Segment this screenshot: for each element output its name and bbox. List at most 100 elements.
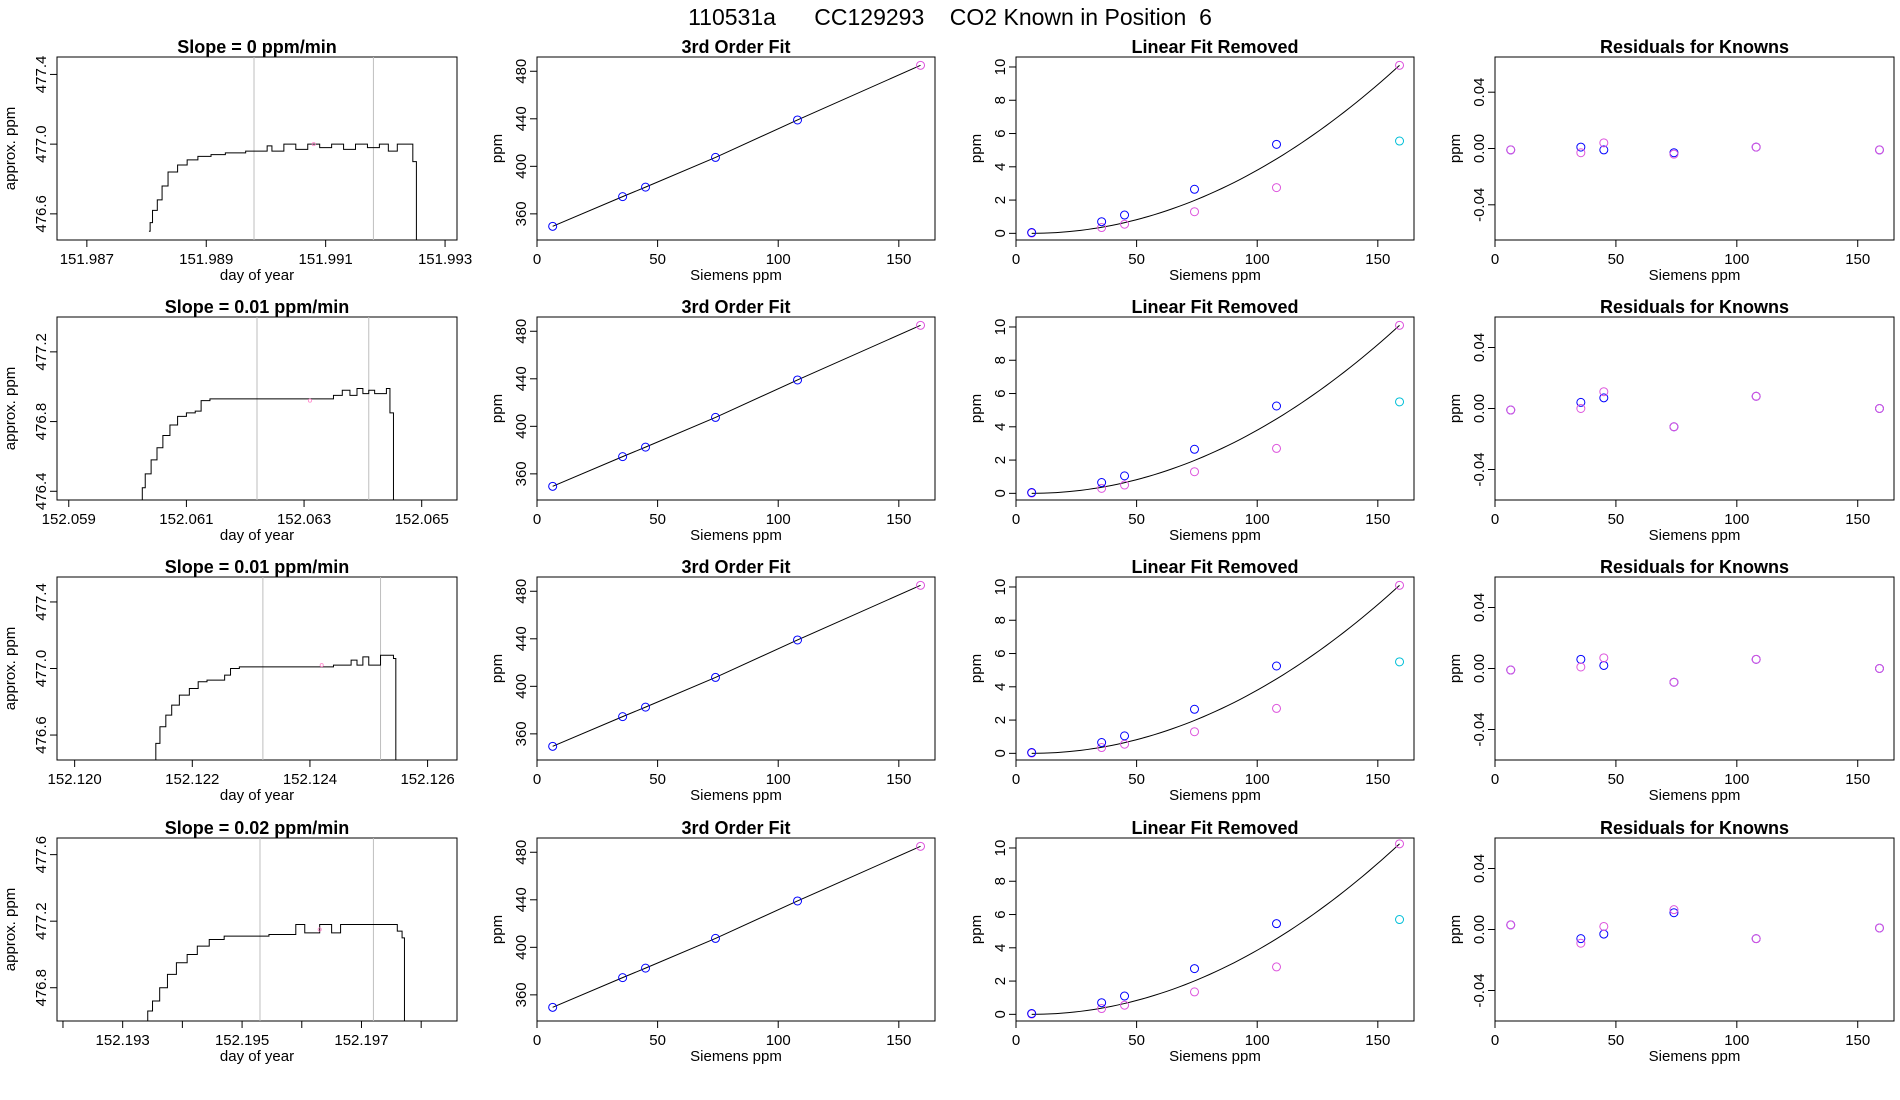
series-trace [145, 924, 405, 1021]
data-point [1272, 401, 1282, 411]
x-tick-label: 50 [649, 251, 666, 268]
data-point [1506, 920, 1516, 930]
x-tick-label: 0 [533, 511, 541, 528]
x-tick-label: 50 [1608, 1032, 1625, 1049]
plot-frame [1015, 576, 1415, 761]
data-point [1097, 738, 1107, 748]
data-point [916, 320, 926, 330]
data-point [1189, 727, 1199, 737]
series-trace [140, 387, 394, 500]
y-tick-label: 0.00 [1471, 394, 1488, 423]
data-point [1599, 138, 1609, 148]
data-point [618, 192, 628, 202]
x-tick-label: 152.193 [96, 1032, 150, 1049]
y-tick-label: 400 [513, 414, 530, 439]
x-tick-label: 150 [1365, 251, 1390, 268]
x-tick-label: 150 [1365, 511, 1390, 528]
y-tick-label: 2 [992, 977, 1009, 985]
x-tick-label: 50 [1128, 1032, 1145, 1049]
plot-frame [536, 837, 936, 1022]
x-tick-label: 100 [766, 251, 791, 268]
x-tick-label: 0 [533, 771, 541, 788]
data-point [1272, 919, 1282, 929]
x-tick-label: 100 [1245, 771, 1270, 788]
y-tick-label: 6 [992, 910, 1009, 918]
panel-title: 3rd Order Fit [681, 818, 790, 838]
data-point [1097, 483, 1107, 493]
panel-time-1: Slope = 0 ppm/min 151.987 151.989 151.991 15… [2, 37, 472, 284]
x-tick-label: 151.987 [60, 251, 114, 268]
data-point [1189, 184, 1199, 194]
panel-title: Slope = 0 ppm/min [177, 37, 337, 57]
data-point [1599, 660, 1609, 670]
plot-frame [56, 837, 458, 1022]
plot-area [1506, 138, 1884, 159]
data-point [1506, 145, 1516, 155]
series-trace [154, 654, 397, 760]
x-tick-label: 0 [1012, 1032, 1020, 1049]
data-point [793, 375, 803, 385]
x-tick-label: 0 [1012, 771, 1020, 788]
data-point [1395, 397, 1405, 407]
plot-area [154, 577, 397, 760]
fit-line [552, 324, 921, 487]
data-point [1874, 145, 1884, 155]
panel-title: Slope = 0.01 ppm/min [165, 557, 350, 577]
y-axis-label: ppm [1447, 915, 1464, 944]
y-axis-label: ppm [968, 134, 985, 163]
y-tick-label: -0.04 [1471, 973, 1488, 1007]
plot-area [1027, 580, 1405, 758]
plot-frame [1494, 837, 1895, 1022]
data-point [1120, 991, 1130, 1001]
x-tick-label: 0 [1012, 511, 1020, 528]
y-tick-label: 440 [513, 366, 530, 391]
data-point [1120, 1000, 1130, 1010]
y-tick-label: 8 [992, 96, 1009, 104]
y-tick-label: 480 [513, 319, 530, 344]
x-tick-label: 151.989 [179, 251, 233, 268]
x-tick-label: 100 [766, 511, 791, 528]
x-tick-label: 0 [533, 1032, 541, 1049]
y-axis-label: ppm [968, 915, 985, 944]
fit-line [552, 584, 921, 747]
x-axis-label: Siemens ppm [690, 787, 782, 804]
x-tick-label: 152.124 [283, 771, 337, 788]
x-tick-label: 152.126 [400, 771, 454, 788]
data-point [916, 580, 926, 590]
x-tick-label: 150 [1365, 1032, 1390, 1049]
mean-marker [311, 142, 316, 147]
data-point [641, 442, 651, 452]
y-tick-label: 8 [992, 356, 1009, 364]
x-tick-label: 150 [886, 511, 911, 528]
y-tick-label: 6 [992, 389, 1009, 397]
data-point [1669, 422, 1679, 432]
data-point [1395, 915, 1405, 925]
x-tick-label: 150 [1365, 771, 1390, 788]
x-tick-label: 50 [1608, 251, 1625, 268]
y-tick-label: -0.04 [1471, 188, 1488, 222]
y-tick-label: 360 [513, 461, 530, 486]
y-tick-label: 0.04 [1471, 593, 1488, 622]
data-point [1395, 60, 1405, 70]
x-axis-label: Siemens ppm [1649, 787, 1741, 804]
x-tick-label: 152.120 [48, 771, 102, 788]
plot-frame [56, 576, 458, 761]
y-axis-label: ppm [1447, 394, 1464, 423]
panel-title: Residuals for Knowns [1600, 557, 1789, 577]
y-axis-label: ppm [489, 134, 506, 163]
data-point [1120, 731, 1130, 741]
data-point [710, 672, 720, 682]
y-tick-label: 477.4 [33, 56, 50, 94]
data-point [1189, 704, 1199, 714]
data-point [1874, 923, 1884, 933]
x-axis-label: Siemens ppm [1169, 267, 1261, 284]
data-point [1669, 149, 1679, 159]
y-axis-label: ppm [1447, 654, 1464, 683]
plot-area [1506, 905, 1884, 948]
y-tick-label: 477.0 [33, 125, 50, 163]
data-point [1272, 139, 1282, 149]
x-tick-label: 0 [1491, 251, 1499, 268]
x-tick-label: 50 [649, 771, 666, 788]
data-point [1097, 743, 1107, 753]
x-tick-label: 100 [1724, 771, 1749, 788]
